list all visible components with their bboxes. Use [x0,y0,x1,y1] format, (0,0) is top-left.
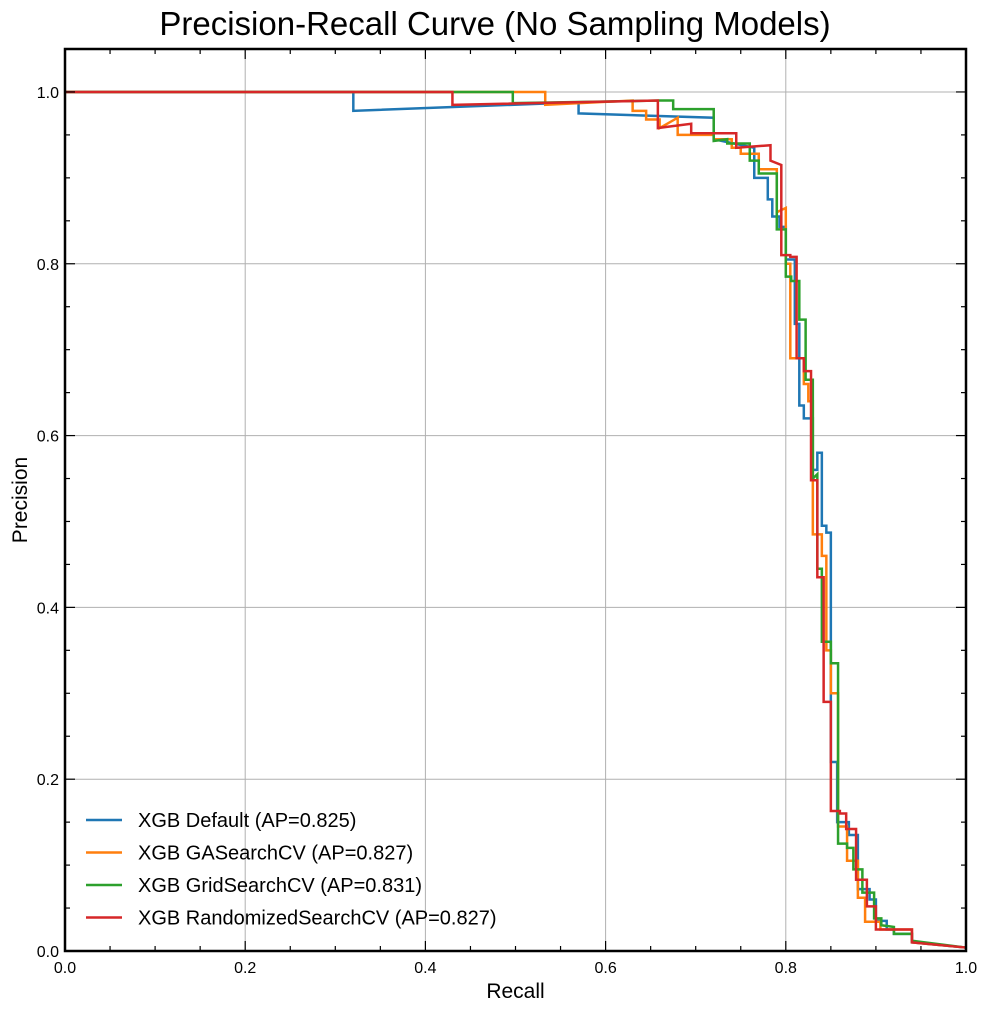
chart-title: Precision-Recall Curve (No Sampling Mode… [159,5,830,42]
y-tick-label: 0.6 [37,429,59,446]
x-axis-label: Recall [486,980,544,1003]
y-tick-label: 1.0 [37,85,59,102]
legend-entry: XGB GASearchCV (AP=0.827) [138,843,413,865]
legend-entry: XGB Default (AP=0.825) [138,810,356,832]
series-layer [65,90,967,949]
x-tick-label: 0.6 [594,960,616,977]
y-tick-label: 0.4 [37,600,59,617]
legend-entry: XGB GridSearchCV (AP=0.831) [138,875,422,897]
x-tick-label: 0.2 [234,960,256,977]
axis-ticks: 0.0 0.2 0.4 0.6 0.8 1.0 0.0 0.2 0.4 0.6 0.8 1.0 [37,48,977,977]
legend-entry: XGB RandomizedSearchCV (AP=0.827) [138,908,497,930]
x-tick-label: 1.0 [955,960,977,977]
legend: XGB Default (AP=0.825) XGB GASearchCV (AP… [86,810,497,930]
x-tick-label: 0.0 [54,960,76,977]
x-tick-label: 0.4 [414,960,436,977]
y-tick-label: 0.0 [37,944,59,961]
series-line-3 [65,90,967,949]
x-tick-label: 0.8 [775,960,797,977]
y-tick-label: 0.8 [37,257,59,274]
y-tick-label: 0.2 [37,772,59,789]
series-line-4 [65,90,967,949]
y-axis-label: Precision [9,457,32,543]
